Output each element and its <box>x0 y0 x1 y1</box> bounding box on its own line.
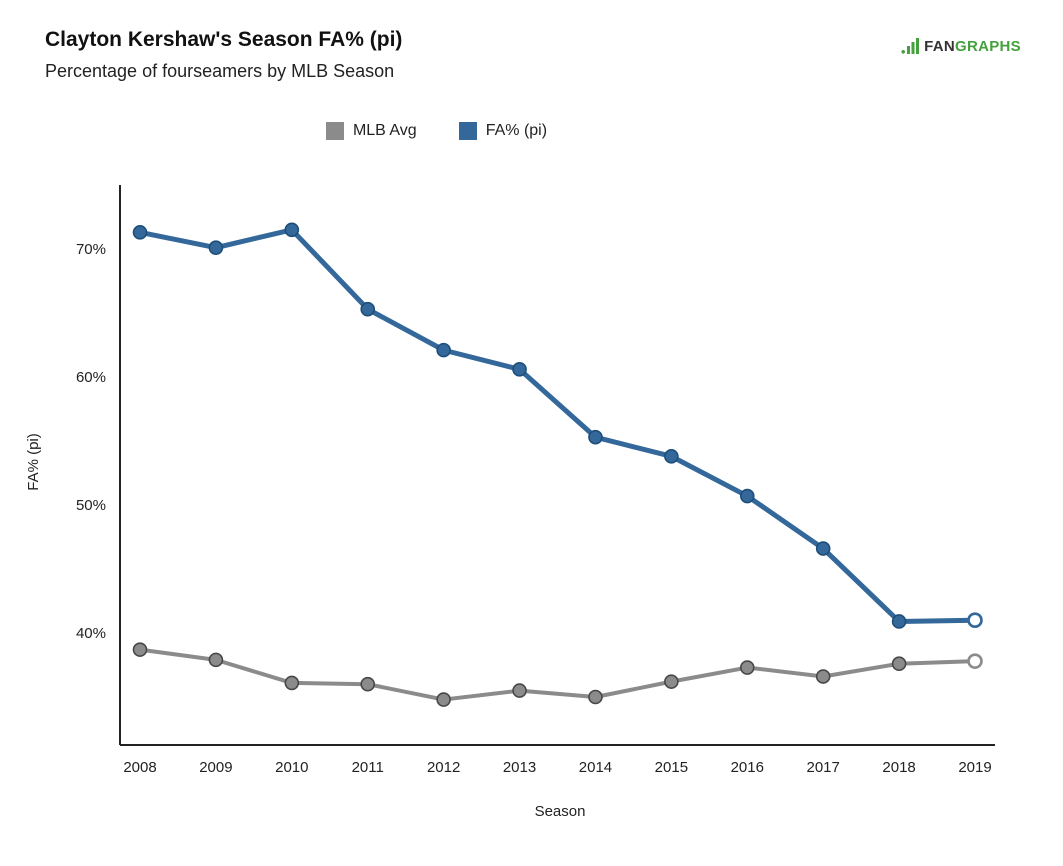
x-tick-label: 2009 <box>199 759 232 776</box>
chart-series <box>132 222 983 707</box>
data-point-fa-pi-2018[interactable] <box>891 614 907 629</box>
fangraphs-logo[interactable]: FANGRAPHS <box>901 38 1021 54</box>
legend-swatch-fa-pi <box>458 122 477 140</box>
data-point-fa-pi-2016[interactable] <box>739 488 755 504</box>
x-tick-label: 2018 <box>882 759 915 776</box>
data-point-mlb-avg-2011[interactable] <box>360 676 376 692</box>
data-point-fa-pi-2011[interactable] <box>360 301 376 317</box>
chart-legend: MLB Avg FA% (pi) <box>0 122 1063 140</box>
x-tick-label: 2011 <box>352 759 384 776</box>
data-point-fa-pi-2013[interactable] <box>512 362 527 377</box>
series-fa-pi <box>132 222 983 629</box>
data-point-fa-pi-2019[interactable] <box>967 612 983 629</box>
data-point-mlb-avg-2016[interactable] <box>739 660 755 675</box>
y-tick-label: 60% <box>76 369 106 386</box>
legend-label-fa-pi: FA% (pi) <box>485 122 548 139</box>
data-point-mlb-avg-2015[interactable] <box>664 674 679 689</box>
logo-graphs-text: GRAPHS <box>955 38 1021 55</box>
x-tick-label: 2015 <box>655 759 688 776</box>
series-line-fa-pi <box>137 227 978 624</box>
y-tick-label: 50% <box>76 497 106 514</box>
fangraphs-wordmark: FANGRAPHS <box>924 39 1021 54</box>
x-tick-label: 2008 <box>123 759 156 776</box>
x-tick-label: 2019 <box>958 759 991 776</box>
data-point-mlb-avg-2017[interactable] <box>815 669 831 684</box>
y-axis-title: FA% (pi) <box>25 433 42 491</box>
x-tick-label: 2013 <box>503 759 536 776</box>
data-point-fa-pi-2009[interactable] <box>208 240 224 256</box>
chart-title: Clayton Kershaw's Season FA% (pi) <box>45 28 403 51</box>
x-axis-title: Season <box>535 803 586 820</box>
data-point-mlb-avg-2014[interactable] <box>588 689 603 705</box>
chart-axes <box>119 185 995 746</box>
fangraphs-bars-icon <box>901 38 920 54</box>
data-point-mlb-avg-2010[interactable] <box>284 675 300 691</box>
data-point-fa-pi-2014[interactable] <box>588 429 603 445</box>
x-tick-label: 2010 <box>275 759 308 776</box>
legend-swatch-mlb-avg <box>325 122 344 140</box>
legend-label-mlb-avg: MLB Avg <box>352 122 417 139</box>
legend-item-fa-pi[interactable]: FA% (pi) <box>458 122 548 140</box>
data-point-mlb-avg-2008[interactable] <box>132 642 148 657</box>
data-point-fa-pi-2017[interactable] <box>815 541 831 556</box>
chart-subtitle: Percentage of fourseamers by MLB Season <box>45 61 395 81</box>
data-point-mlb-avg-2018[interactable] <box>891 656 907 672</box>
legend-item-mlb-avg[interactable]: MLB Avg <box>325 122 417 140</box>
data-point-mlb-avg-2009[interactable] <box>208 652 224 668</box>
data-point-fa-pi-2012[interactable] <box>436 342 451 358</box>
chart-tick-labels: 40% 50% 60% 70% 2008 2009 2010 2011 2012 2013 2014… <box>76 241 992 776</box>
logo-fan-text: FAN <box>924 38 956 55</box>
data-point-fa-pi-2008[interactable] <box>132 225 148 240</box>
series-line-mlb-avg <box>138 647 977 702</box>
x-tick-label: 2017 <box>806 759 839 776</box>
x-tick-label: 2012 <box>427 759 460 776</box>
series-mlb-avg <box>132 642 983 707</box>
y-tick-label: 40% <box>76 625 106 642</box>
data-point-mlb-avg-2012[interactable] <box>436 692 451 707</box>
x-tick-label: 2014 <box>579 759 612 776</box>
y-tick-label: 70% <box>76 241 106 258</box>
data-point-fa-pi-2015[interactable] <box>664 449 679 464</box>
data-point-mlb-avg-2019[interactable] <box>967 653 983 669</box>
data-point-mlb-avg-2013[interactable] <box>512 683 527 698</box>
data-point-fa-pi-2010[interactable] <box>284 222 300 238</box>
x-tick-label: 2016 <box>731 759 764 776</box>
